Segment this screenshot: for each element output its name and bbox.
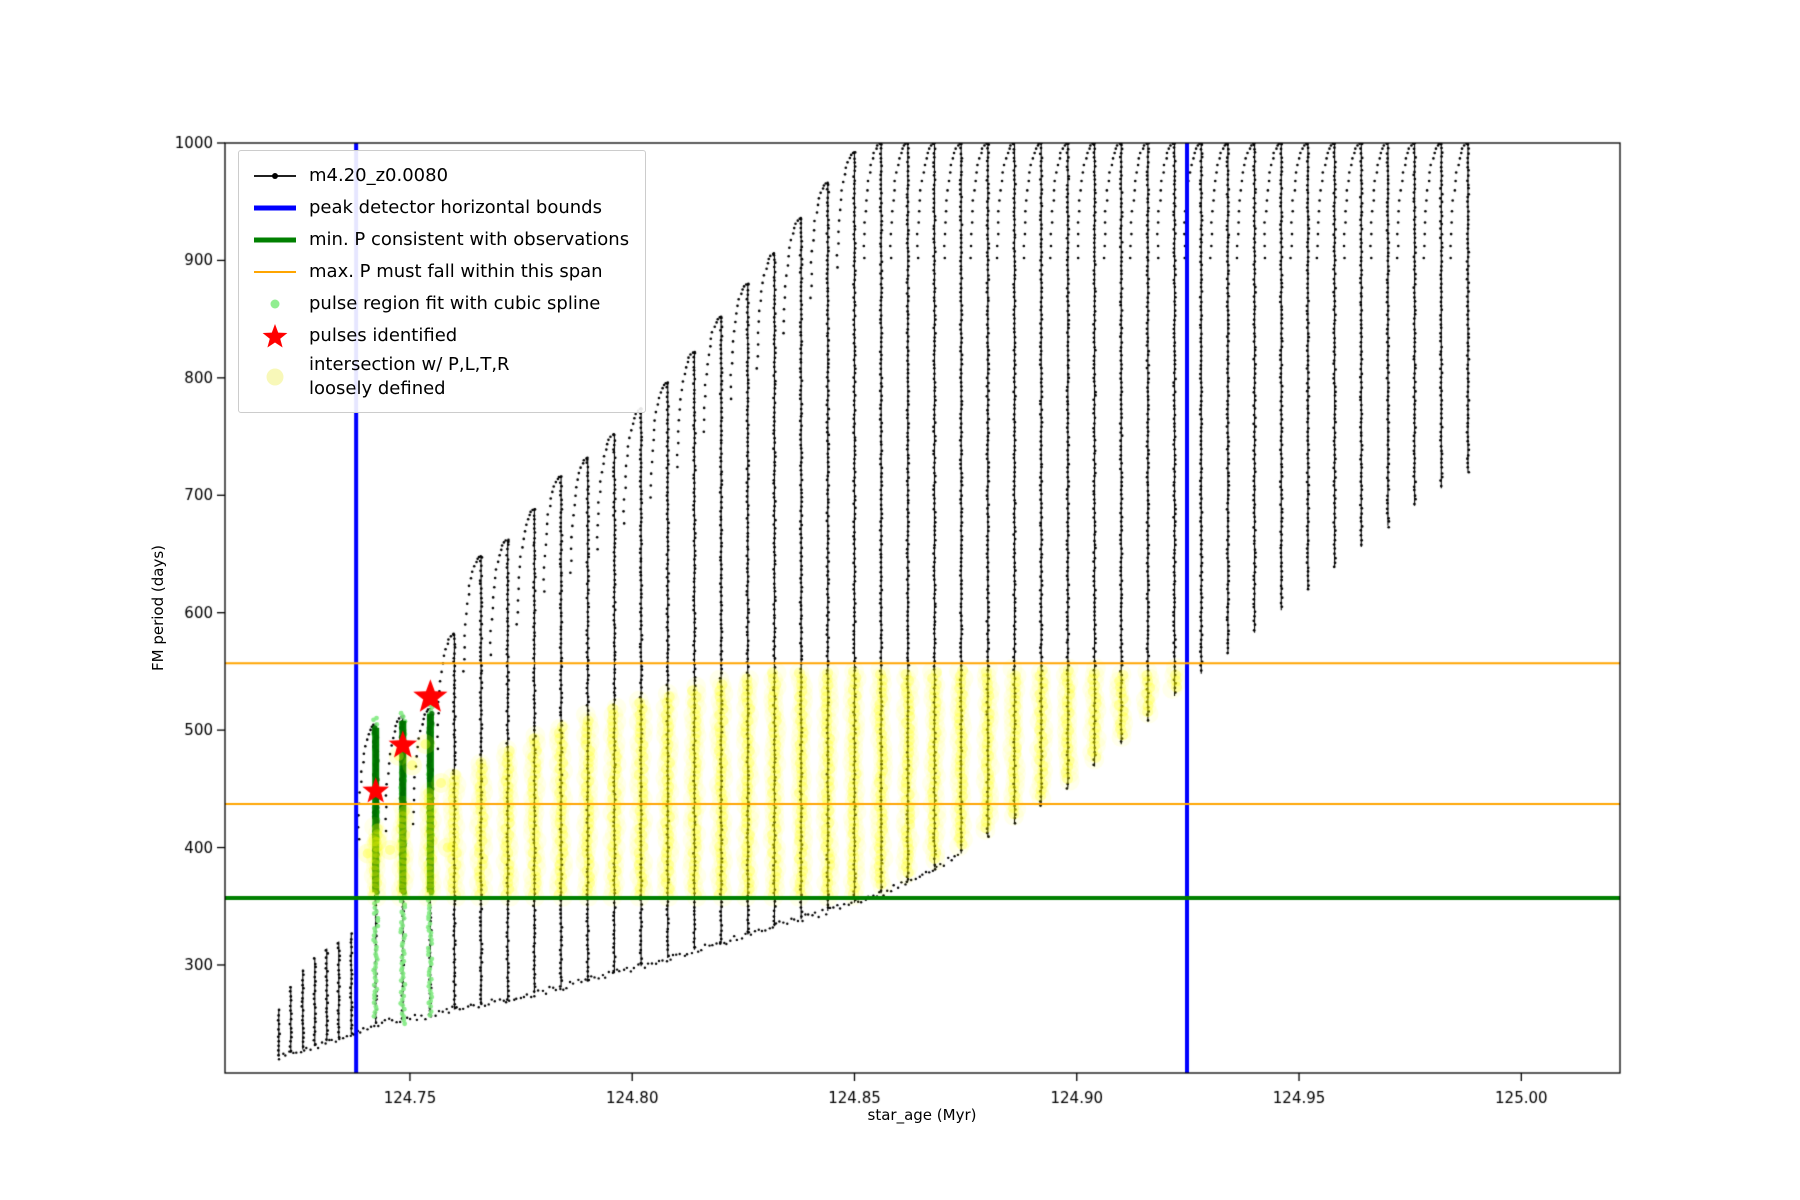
green-line-icon bbox=[251, 228, 299, 252]
legend-item-pulses: pulses identified bbox=[251, 321, 629, 351]
y-axis-label: FM period (days) bbox=[149, 545, 167, 671]
legend-item-pulse-region: pulse region fit with cubic spline bbox=[251, 289, 629, 319]
legend-item-peak-bounds: peak detector horizontal bounds bbox=[251, 193, 629, 223]
yellow-dot-icon bbox=[251, 365, 299, 389]
legend-label: m4.20_z0.0080 bbox=[309, 164, 449, 186]
legend-item-intersection: intersection w/ P,L,T,R loosely defined bbox=[251, 353, 629, 402]
light-green-dot-icon bbox=[251, 292, 299, 316]
legend-item-min-p: min. P consistent with observations bbox=[251, 225, 629, 255]
orange-line-icon bbox=[251, 260, 299, 284]
red-star-icon bbox=[251, 322, 299, 350]
legend-label: peak detector horizontal bounds bbox=[309, 196, 602, 218]
blue-line-icon bbox=[251, 196, 299, 220]
x-axis-label: star_age (Myr) bbox=[867, 1106, 977, 1124]
legend: m4.20_z0.0080 peak detector horizontal b… bbox=[238, 150, 647, 413]
legend-label: pulse region fit with cubic spline bbox=[309, 292, 601, 314]
line-with-dot-icon bbox=[251, 164, 299, 188]
legend-label: max. P must fall within this span bbox=[309, 260, 603, 282]
legend-label: intersection w/ P,L,T,R loosely defined bbox=[309, 354, 510, 400]
legend-item-series: m4.20_z0.0080 bbox=[251, 161, 629, 191]
legend-item-max-p: max. P must fall within this span bbox=[251, 257, 629, 287]
legend-label: pulses identified bbox=[309, 324, 458, 346]
legend-label: min. P consistent with observations bbox=[309, 228, 630, 250]
